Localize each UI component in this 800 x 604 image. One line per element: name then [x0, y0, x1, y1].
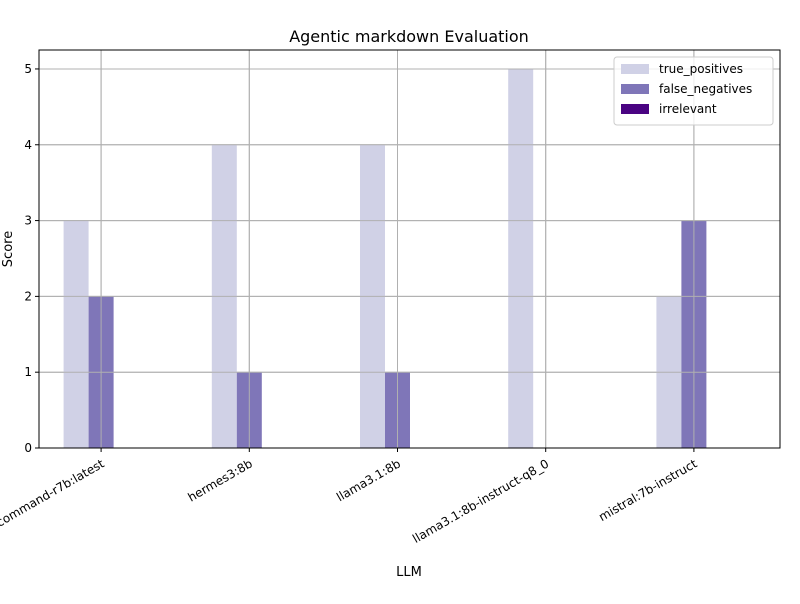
legend-label-true-positives: true_positives [659, 62, 743, 76]
chart-title: Agentic markdown Evaluation [289, 27, 529, 46]
y-tick-label: 3 [24, 214, 32, 228]
legend-box [613, 56, 774, 126]
bar-true-positives [508, 68, 534, 448]
y-tick-label: 2 [24, 289, 32, 303]
plot-frame [38, 49, 781, 449]
y-tick-label: 5 [24, 62, 32, 76]
y-tick-label: 1 [24, 365, 32, 379]
legend-swatch-false-negatives [621, 84, 649, 94]
legend: true_positives false_negatives irrelevant [613, 56, 774, 126]
legend-label-irrelevant: irrelevant [659, 102, 717, 116]
legend-swatch-true-positives [621, 64, 649, 74]
legend-label-false-negatives: false_negatives [659, 82, 752, 96]
x-axis-label: LLM [396, 565, 422, 580]
bar-true-positives [63, 220, 89, 448]
y-ticks: 0 1 2 3 4 5 [24, 62, 39, 455]
axes-frame [38, 49, 781, 449]
legend-swatch-irrelevant [621, 104, 649, 114]
y-tick-label: 4 [24, 138, 32, 152]
y-axis-label: Score [1, 231, 16, 267]
y-tick-label: 0 [24, 441, 32, 455]
